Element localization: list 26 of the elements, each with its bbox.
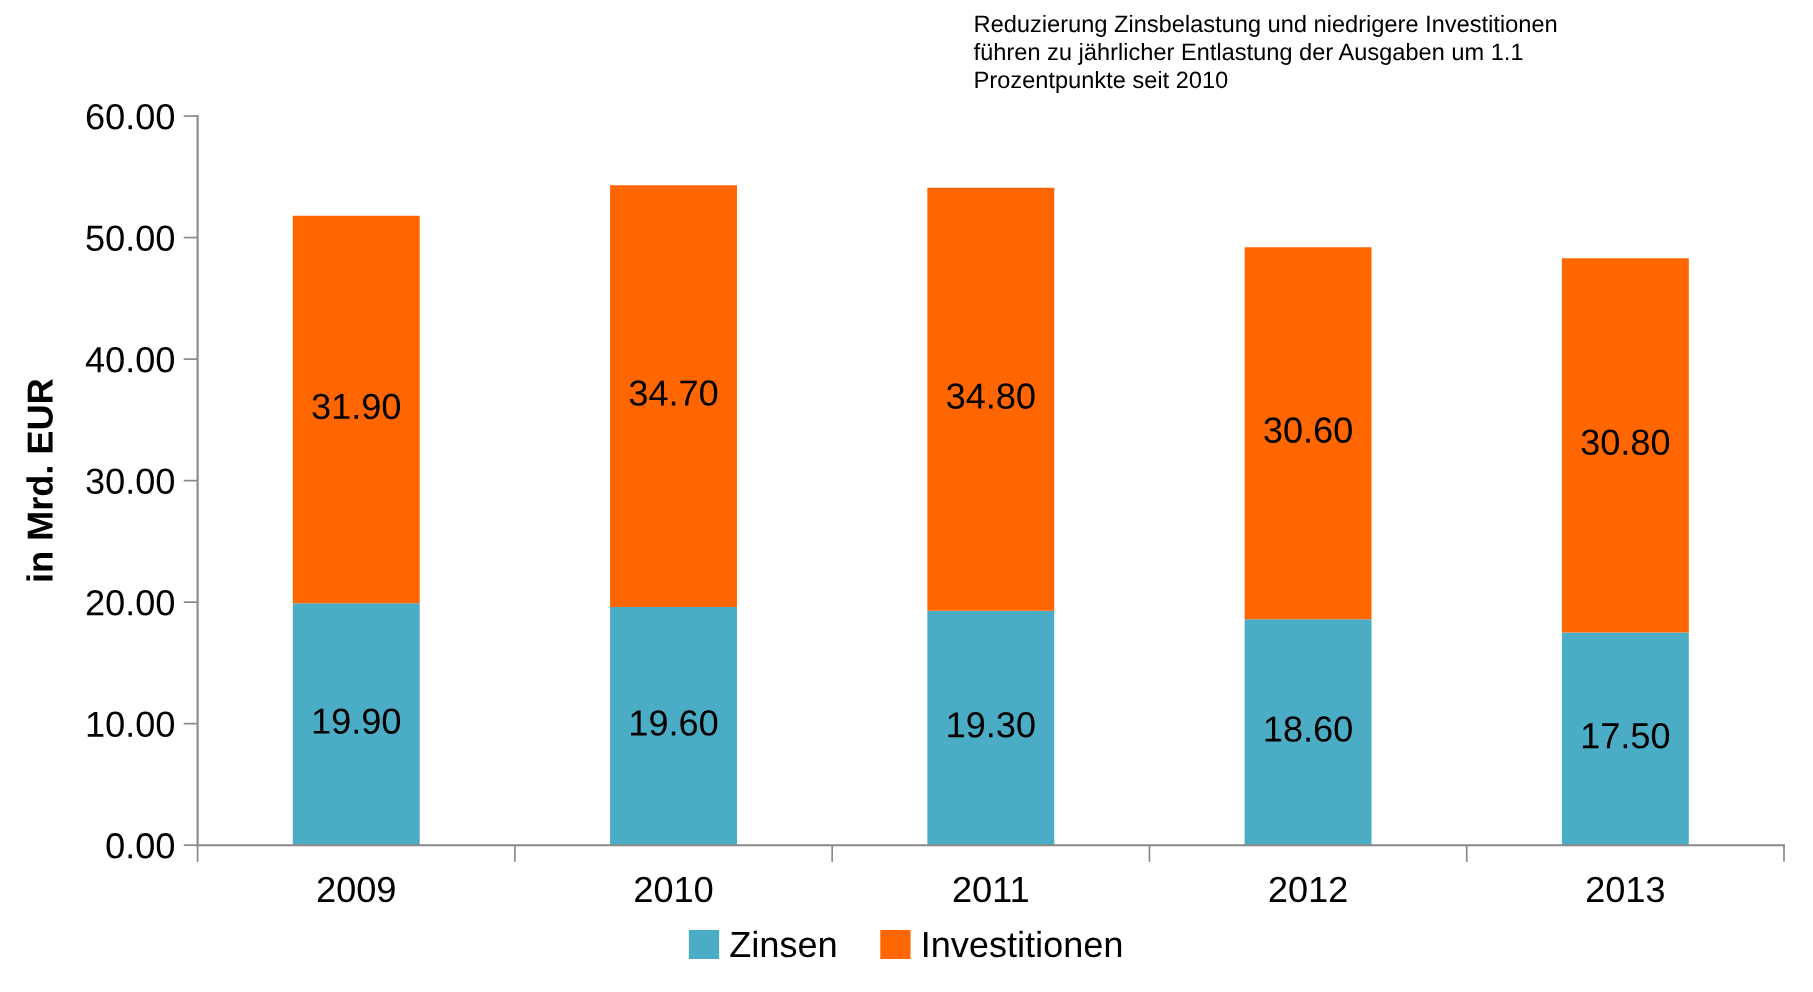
data-label: 34.70 [629,380,718,406]
data-label: 17.50 [1582,722,1670,749]
y-tick-label: 0.00 [106,833,174,859]
y-tick-label: 20.00 [86,590,174,616]
x-tick-label: 2011 [953,876,1028,903]
y-tick-label: 60.00 [86,103,174,130]
x-tick-label: 2013 [1587,876,1664,903]
y-tick-label: 50.00 [86,225,174,252]
legend-label: Zinsen [730,930,836,958]
x-tick-label: 2009 [317,876,395,903]
text: Reduzierung Zinsbelastung und niedrigere Investitionen führen zu jährlicher Entlastung der Ausgaben um 1.1 Prozentpunkte seit 2010 [973,14,1557,93]
y-tick-label: 10.00 [87,711,174,738]
data-label: 19.60 [631,710,718,736]
data-label: 19.30 [948,712,1035,738]
data-label: 34.80 [947,383,1035,409]
data-label: 18.60 [1265,716,1352,742]
y-tick-label: 30.00 [86,468,174,495]
data-label: 31.90 [312,393,401,420]
data-label: 30.80 [1581,429,1670,456]
x-tick-label: 2012 [1269,876,1347,903]
legend-label: Investitionen [924,930,1122,958]
x-tick-label: 2010 [635,876,713,903]
data-label: 30.60 [1264,417,1352,443]
data-label: 19.90 [313,708,401,734]
y-tick-label: 40.00 [85,346,174,373]
y-axis-title: in Mrd. EUR [26,379,53,581]
